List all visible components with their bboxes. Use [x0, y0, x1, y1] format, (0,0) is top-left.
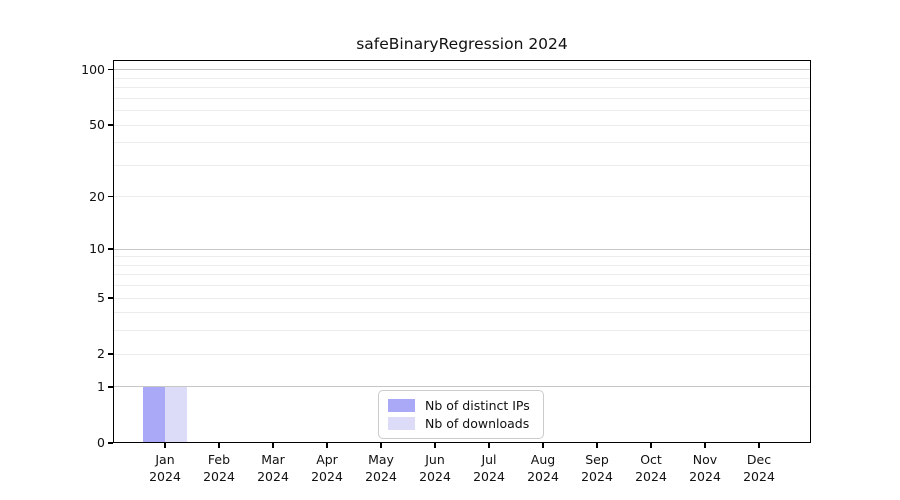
minor-gridline [113, 264, 811, 266]
y-tick-label: 100 [81, 61, 105, 77]
legend-swatch-distinct-ips [388, 399, 415, 412]
y-tick-label: 0 [97, 435, 105, 450]
minor-gridline [113, 110, 811, 112]
y-tick-label: 2 [97, 346, 105, 362]
minor-gridline [113, 330, 811, 332]
x-tick-label: Mar 2024 [257, 452, 289, 484]
minor-gridline [113, 285, 811, 287]
x-tick-label: Jan 2024 [149, 452, 181, 484]
x-tick-mark [326, 443, 328, 448]
legend-swatch-downloads [388, 417, 415, 430]
y-tick-mark [108, 386, 113, 388]
y-tick-mark [108, 353, 113, 355]
y-tick-mark [108, 69, 113, 71]
minor-gridline [113, 312, 811, 314]
minor-gridline [113, 297, 811, 299]
y-tick-label: 10 [89, 241, 105, 257]
major-gridline [113, 386, 811, 388]
minor-gridline [113, 353, 811, 355]
y-tick-label: 20 [89, 188, 105, 204]
legend-item-downloads: Nb of downloads [388, 416, 533, 431]
y-tick-label: 5 [97, 290, 105, 306]
minor-gridline [113, 124, 811, 126]
minor-gridline [113, 77, 811, 79]
x-tick-label: Dec 2024 [743, 452, 775, 484]
x-tick-mark [272, 443, 274, 448]
major-gridline [113, 248, 811, 250]
x-tick-label: Oct 2024 [635, 452, 667, 484]
y-tick-mark [108, 196, 113, 198]
x-tick-mark [704, 443, 706, 448]
x-tick-mark [488, 443, 490, 448]
minor-gridline [113, 142, 811, 144]
x-tick-mark [596, 443, 598, 448]
x-tick-label: Sep 2024 [581, 452, 613, 484]
bar-distinct-ips [143, 386, 165, 443]
x-tick-mark [434, 443, 436, 448]
y-tick-label: 1 [97, 378, 105, 394]
y-tick-mark [108, 442, 113, 444]
y-tick-mark [108, 248, 113, 250]
minor-gridline [113, 274, 811, 276]
x-tick-mark [542, 443, 544, 448]
plot-area [113, 60, 811, 443]
chart-title: safeBinaryRegression 2024 [356, 35, 568, 53]
y-tick-mark [108, 297, 113, 299]
bar-downloads [165, 386, 187, 443]
legend-label: Nb of distinct IPs [425, 398, 530, 413]
x-tick-label: Feb 2024 [203, 452, 235, 484]
x-tick-mark [650, 443, 652, 448]
minor-gridline [113, 87, 811, 89]
minor-gridline [113, 164, 811, 166]
y-tick-label: 50 [89, 117, 105, 133]
x-tick-label: May 2024 [365, 452, 397, 484]
x-tick-label: Apr 2024 [311, 452, 343, 484]
y-tick-mark [108, 124, 113, 126]
legend-label: Nb of downloads [425, 416, 530, 431]
legend-item-distinct-ips: Nb of distinct IPs [388, 398, 533, 413]
minor-gridline [113, 196, 811, 198]
x-tick-label: Nov 2024 [689, 452, 721, 484]
x-tick-label: Jul 2024 [473, 452, 505, 484]
minor-gridline [113, 97, 811, 99]
x-tick-label: Aug 2024 [527, 452, 559, 484]
legend: Nb of distinct IPs Nb of downloads [378, 390, 544, 439]
x-tick-label: Jun 2024 [419, 452, 451, 484]
minor-gridline [113, 256, 811, 258]
x-tick-mark [380, 443, 382, 448]
major-gridline [113, 69, 811, 71]
x-tick-mark [164, 443, 166, 448]
x-tick-mark [758, 443, 760, 448]
x-tick-mark [218, 443, 220, 448]
